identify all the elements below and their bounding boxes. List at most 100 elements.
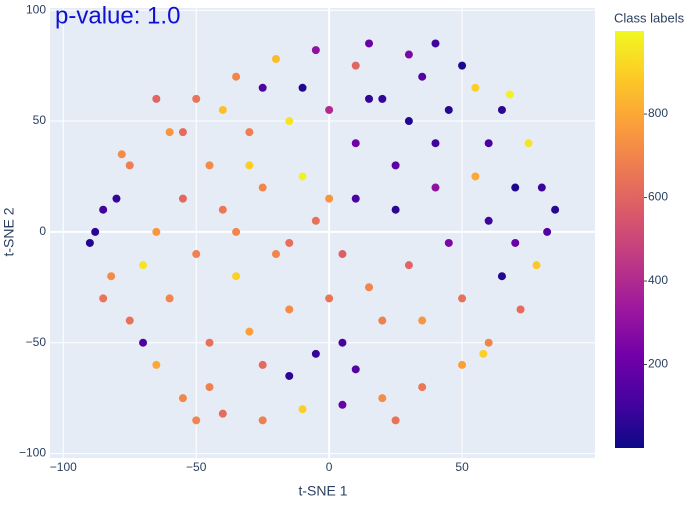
point (378, 316, 387, 325)
point (444, 238, 453, 247)
point (484, 338, 493, 347)
y-tick-label: −100 (19, 446, 46, 460)
point (258, 183, 267, 192)
point (431, 139, 440, 148)
point (551, 205, 560, 214)
point (218, 105, 227, 114)
point (117, 150, 126, 159)
point (285, 305, 294, 314)
point (511, 238, 520, 247)
point (365, 283, 374, 292)
point (298, 83, 307, 92)
point (178, 394, 187, 403)
point (112, 194, 121, 203)
point (484, 216, 493, 225)
y-tick-label: 50 (33, 113, 47, 127)
point (99, 205, 108, 214)
point (298, 405, 307, 414)
point (232, 227, 241, 236)
point (378, 394, 387, 403)
colorbar-tick-label: 200 (648, 357, 668, 371)
point (258, 360, 267, 369)
point (543, 227, 552, 236)
point (232, 272, 241, 281)
point (505, 90, 514, 99)
point (232, 72, 241, 81)
chart-title: p-value: 1.0 (55, 2, 180, 29)
point (404, 261, 413, 270)
point (178, 128, 187, 137)
point (152, 227, 161, 236)
point (325, 194, 334, 203)
point (165, 294, 174, 303)
y-tick-label: 0 (39, 224, 46, 238)
point (192, 94, 201, 103)
point (497, 105, 506, 114)
point (471, 83, 480, 92)
point (298, 172, 307, 181)
point (91, 227, 100, 236)
point (107, 272, 116, 281)
plot-area (50, 8, 595, 458)
x-tick-label: −100 (50, 460, 77, 474)
x-tick-label: −50 (186, 460, 207, 474)
point (99, 294, 108, 303)
point (245, 161, 254, 170)
point (479, 349, 488, 358)
point (245, 128, 254, 137)
point (325, 294, 334, 303)
point (431, 39, 440, 48)
y-tick-label: −50 (26, 335, 47, 349)
point (311, 46, 320, 55)
point (516, 305, 525, 314)
point (325, 105, 334, 114)
point (418, 316, 427, 325)
colorbar-title: Class labels (614, 10, 685, 25)
point (391, 205, 400, 214)
point (285, 117, 294, 126)
point (404, 117, 413, 126)
point (351, 365, 360, 374)
point (192, 416, 201, 425)
point (139, 338, 148, 347)
point (125, 161, 134, 170)
point (431, 183, 440, 192)
point (152, 360, 161, 369)
colorbar-tick-label: 400 (648, 273, 668, 287)
colorbar (615, 31, 644, 448)
point (365, 39, 374, 48)
point (285, 371, 294, 380)
point (218, 205, 227, 214)
colorbar-tick-label: 800 (648, 106, 668, 120)
point (338, 250, 347, 259)
y-tick-label: 100 (26, 2, 46, 16)
x-tick-label: 0 (326, 460, 333, 474)
point (152, 94, 161, 103)
point (391, 161, 400, 170)
point (458, 61, 467, 70)
x-tick-label: 50 (455, 460, 469, 474)
point (218, 409, 227, 418)
colorbar-tick-label: 600 (648, 190, 668, 204)
point (139, 261, 148, 270)
point (532, 261, 541, 270)
point (458, 360, 467, 369)
point (338, 338, 347, 347)
point (537, 183, 546, 192)
point (258, 83, 267, 92)
point (205, 338, 214, 347)
point (311, 349, 320, 358)
point (524, 139, 533, 148)
point (365, 94, 374, 103)
point (165, 128, 174, 137)
point (351, 61, 360, 70)
point (125, 316, 134, 325)
point (271, 250, 280, 259)
point (511, 183, 520, 192)
point (271, 54, 280, 63)
point (178, 194, 187, 203)
point (471, 172, 480, 181)
point (205, 383, 214, 392)
point (245, 327, 254, 336)
